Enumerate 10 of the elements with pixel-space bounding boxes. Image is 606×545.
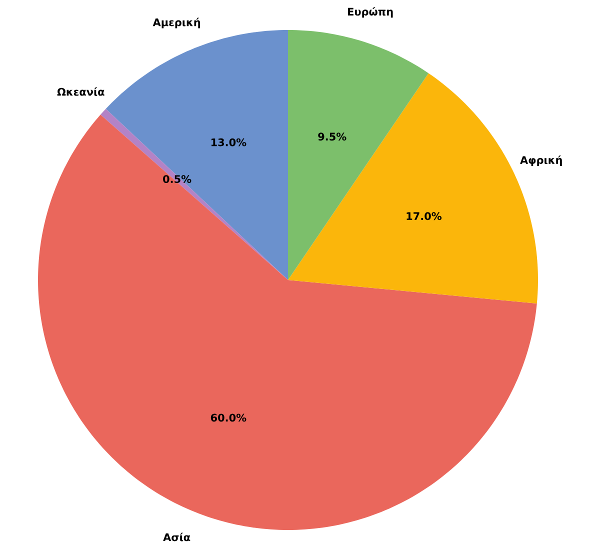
data-label: 9.5% — [318, 132, 346, 141]
slice-label: Ευρώπη — [348, 7, 393, 18]
data-label: 17.0% — [406, 212, 442, 220]
data-label: 13.0% — [211, 138, 246, 146]
data-label: 60.0% — [210, 414, 246, 422]
slice-label: Αμερική — [152, 18, 200, 28]
data-label: 0.5% — [163, 175, 192, 184]
slice-label: Ασία — [163, 532, 190, 542]
slice-label: Ωκεανία — [57, 87, 104, 96]
slice-label: Αφρική — [520, 156, 562, 166]
